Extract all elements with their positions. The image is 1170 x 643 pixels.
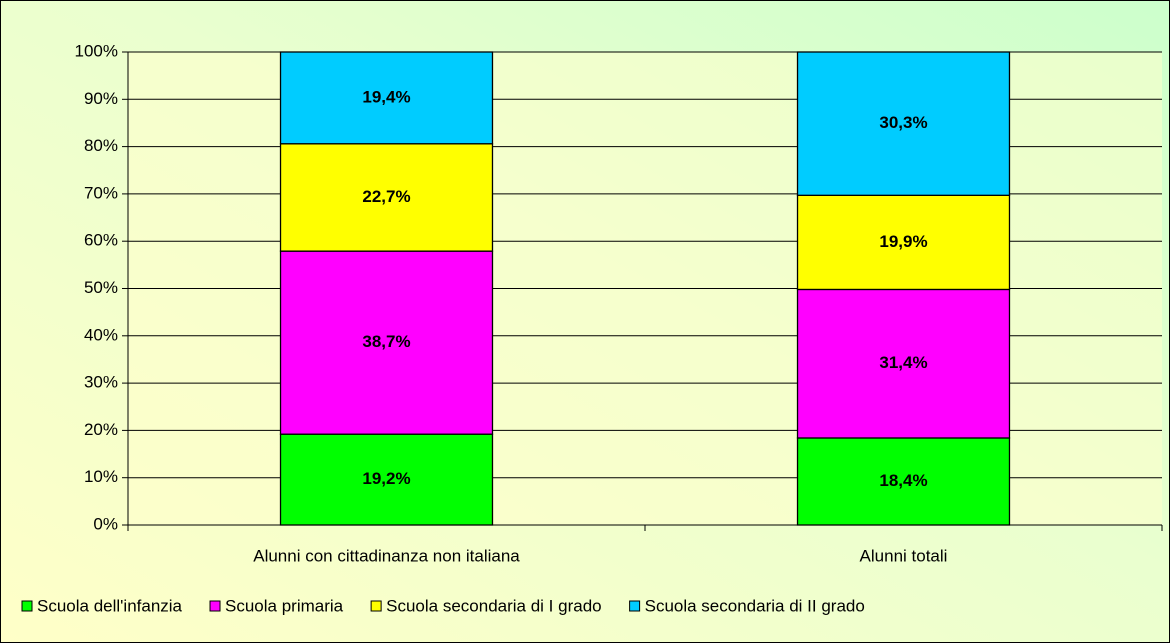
legend-swatch	[21, 600, 33, 612]
legend-swatch	[209, 600, 221, 612]
value-label: 19,4%	[362, 87, 410, 106]
value-label: 31,4%	[879, 353, 927, 372]
bar-segment	[279, 433, 494, 526]
bar-segment	[279, 250, 494, 435]
bar-segment	[796, 437, 1011, 526]
y-tick-label: 10%	[84, 467, 118, 486]
y-tick-label: 70%	[84, 183, 118, 202]
y-tick-label: 60%	[84, 231, 118, 250]
value-label: 38,7%	[362, 332, 410, 351]
bar-segment	[796, 51, 1011, 196]
bar-segment	[796, 288, 1011, 439]
y-tick-label: 30%	[84, 373, 118, 392]
y-tick-label: 80%	[84, 136, 118, 155]
value-label: 19,2%	[362, 469, 410, 488]
plot: 0% 10% 20% 30% 40% 50% 60% 70% 80% 90% 100% Alunni …	[75, 41, 1162, 565]
legend-label: Scuola secondaria di I grado	[386, 596, 601, 615]
y-tick-label: 50%	[84, 278, 118, 297]
y-tick-label: 40%	[84, 325, 118, 344]
x-tick-label: Alunni totali	[860, 546, 948, 565]
bar-segment	[796, 194, 1011, 291]
x-tick-label: Alunni con cittadinanza non italiana	[253, 546, 520, 565]
legend-label: Scuola primaria	[225, 596, 344, 615]
legend-swatch	[629, 600, 641, 612]
y-tick-label: 100%	[75, 41, 118, 60]
value-label: 30,3%	[879, 113, 927, 132]
y-tick-label: 20%	[84, 420, 118, 439]
legend-label: Scuola dell'infanzia	[37, 596, 183, 615]
legend-swatch	[370, 600, 382, 612]
bar-segment	[279, 143, 494, 252]
value-label: 22,7%	[362, 187, 410, 206]
legend-label: Scuola secondaria di II grado	[645, 596, 865, 615]
y-tick-label: 90%	[84, 89, 118, 108]
value-label: 18,4%	[879, 471, 927, 490]
y-tick-label: 0%	[93, 514, 118, 533]
bar-segment	[279, 51, 494, 145]
value-label: 19,9%	[879, 232, 927, 251]
